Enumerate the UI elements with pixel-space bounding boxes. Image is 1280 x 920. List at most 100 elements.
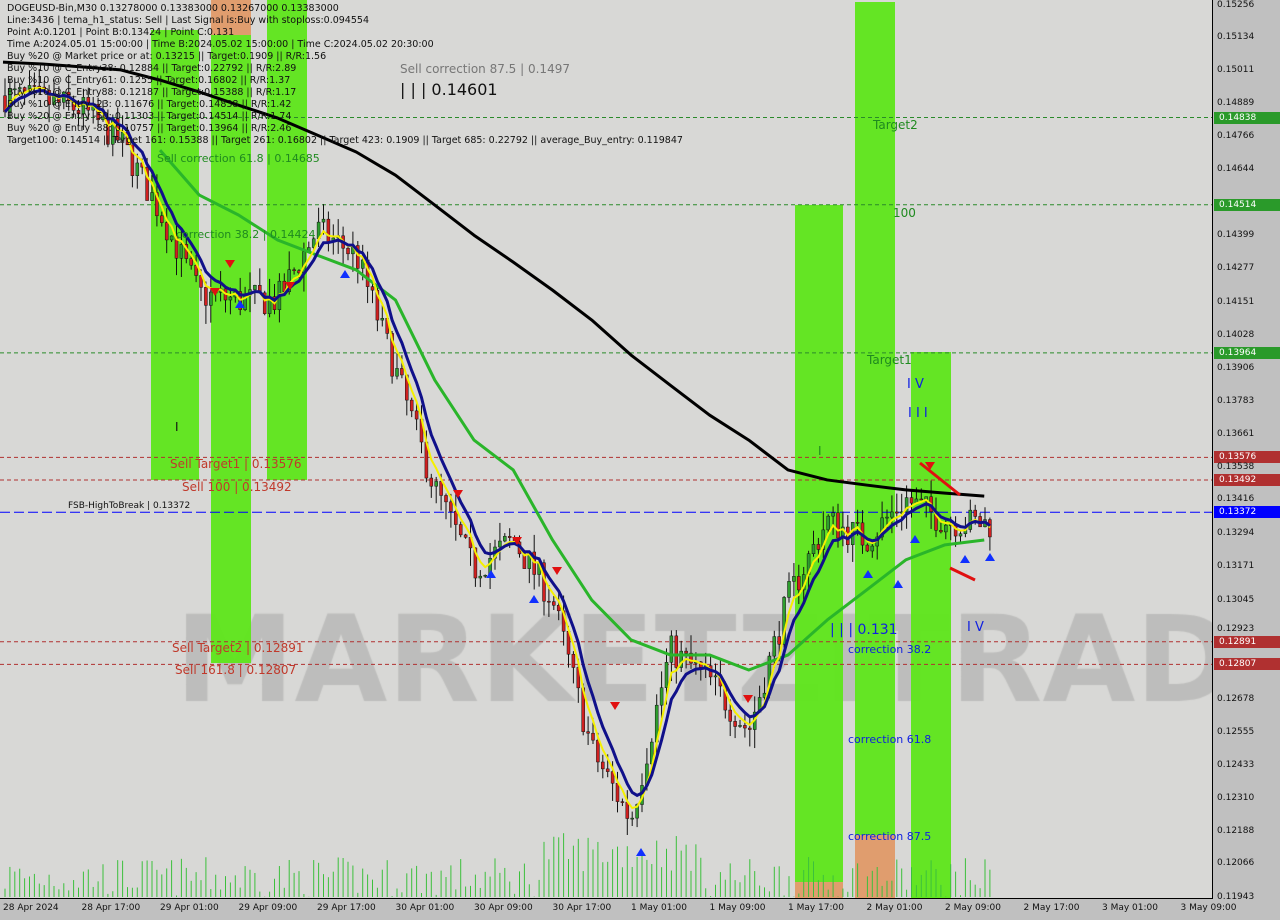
candle <box>743 713 747 738</box>
price-tick-label: 0.13661 <box>1217 428 1255 439</box>
candle-body <box>635 804 639 819</box>
candle <box>498 522 502 561</box>
candle-body <box>209 291 213 306</box>
sell-arrow-icon <box>925 462 935 470</box>
price-tick-label: 0.12923 <box>1217 623 1255 634</box>
candle <box>135 153 140 189</box>
price-tick-label: 0.14766 <box>1217 131 1255 142</box>
trend-line <box>919 461 961 497</box>
candle-body <box>811 544 816 554</box>
price-axis[interactable]: 0.14838 0.14514 0.13964 0.13576 0.13492 0.133… <box>1214 0 1280 902</box>
candle-body <box>713 675 718 678</box>
candle <box>674 630 679 684</box>
buy-arrow-icon <box>486 570 496 578</box>
candle-body <box>792 576 796 582</box>
candle <box>850 521 855 562</box>
candle-body <box>630 817 634 820</box>
info-line: Buy %20 @ Market price or at: 0.13215 ||… <box>7 51 327 62</box>
candle-body <box>262 292 267 314</box>
price-level-tag: 0.13576 <box>1214 451 1280 464</box>
signal-zone <box>911 352 951 898</box>
buy-arrow-icon <box>985 553 995 561</box>
candle-body <box>473 547 478 579</box>
candle <box>253 284 257 305</box>
candle-body <box>454 511 458 525</box>
time-axis[interactable]: 28 Apr 2024 28 Apr 17:00 29 Apr 01:00 29 Ap… <box>0 899 1237 920</box>
candle-body <box>625 801 630 819</box>
candle <box>174 223 179 276</box>
candle-body <box>777 636 781 645</box>
signal-zone <box>795 205 843 882</box>
candle-body <box>679 650 683 668</box>
point-c-label: | | | 0.131 <box>830 622 898 638</box>
price-tick-label: 0.14889 <box>1217 98 1255 109</box>
candle-body <box>958 533 963 537</box>
price-tick-label: 0.12066 <box>1217 858 1255 869</box>
price-tick-label: 0.12310 <box>1217 792 1255 803</box>
chart-plot-area[interactable]: DOGEUSD-Bin,M30 0.13278000 0.13383000 0.… <box>0 0 1213 899</box>
sell-arrow-icon <box>285 282 295 290</box>
candle <box>326 211 331 252</box>
candle <box>395 351 399 380</box>
candle <box>160 211 164 227</box>
candle-body <box>865 544 870 552</box>
candle-body <box>449 501 453 512</box>
buy-arrow-icon <box>235 300 245 308</box>
price-tick-label: 0.13045 <box>1217 594 1255 605</box>
candle-body <box>253 285 257 290</box>
candle-body <box>733 721 737 727</box>
price-level-tag: 0.12807 <box>1214 658 1280 671</box>
candle-body <box>591 732 595 741</box>
price-tick-label: 0.15011 <box>1217 65 1255 76</box>
candle-body <box>390 333 394 377</box>
candle <box>204 281 208 324</box>
candle <box>552 595 556 611</box>
candle-body <box>885 516 889 519</box>
sell-arrow-icon <box>453 490 463 498</box>
candle-body <box>552 601 556 606</box>
price-tick-label: 0.14644 <box>1217 164 1255 175</box>
target2-label: Target2 <box>873 118 918 132</box>
candle-body <box>944 524 948 533</box>
candle-body <box>375 289 380 321</box>
candle-body <box>360 259 365 269</box>
time-tick-label: 29 Apr 17:00 <box>317 903 376 913</box>
candle-body <box>904 497 909 513</box>
candle <box>782 596 786 648</box>
candle <box>556 592 561 621</box>
candle <box>47 84 51 123</box>
info-line: Buy %10 @ C_Entry38: 0.12884 || Target:0… <box>7 63 297 74</box>
info-line: Buy %10 @ C_Entry61: 0.1255 || Target:0.… <box>7 75 291 86</box>
signal-zone <box>267 0 307 480</box>
candle <box>797 564 801 605</box>
candle-body <box>816 544 821 550</box>
candle-body <box>444 495 448 503</box>
candle <box>547 585 551 617</box>
candle-body <box>287 269 291 292</box>
candle-body <box>968 509 973 530</box>
candle <box>620 798 625 807</box>
candle-body <box>880 517 884 538</box>
candle-body <box>17 87 22 90</box>
candle-body <box>458 524 463 536</box>
candle-body <box>169 235 174 241</box>
target-100-label: 100 <box>893 206 916 220</box>
signal-zone <box>795 882 843 898</box>
candle-body <box>855 522 860 524</box>
candle-body <box>836 512 840 539</box>
candle <box>346 246 350 261</box>
candle <box>733 715 737 739</box>
price-level-tag: 0.13492 <box>1214 473 1280 486</box>
time-tick-label: 28 Apr 17:00 <box>81 903 141 913</box>
price-tick-label: 0.13783 <box>1217 396 1255 407</box>
candle-body <box>483 575 487 577</box>
wave-iv-2-label: I V <box>967 620 984 635</box>
candle-body <box>429 477 434 487</box>
time-tick-label: 1 May 17:00 <box>788 903 844 913</box>
candle <box>571 651 576 684</box>
candle <box>601 754 605 779</box>
candle-body <box>356 245 360 269</box>
candle-body <box>748 727 752 730</box>
candle-body <box>615 782 620 802</box>
buy-arrow-icon <box>960 555 970 563</box>
